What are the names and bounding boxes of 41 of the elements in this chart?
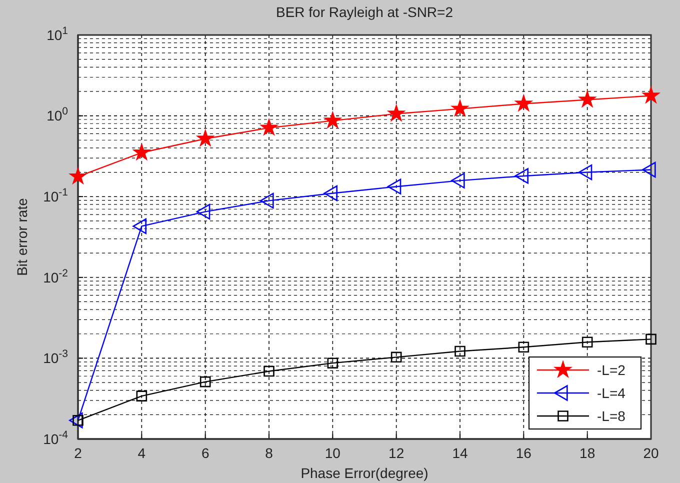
point — [642, 87, 660, 103]
chart-title: BER for Rayleigh at -SNR=2 — [276, 4, 454, 20]
point — [579, 91, 596, 107]
x-tick-label: 4 — [138, 444, 146, 461]
point — [646, 334, 656, 345]
y-tick-label: 10$^{1}$ — [46, 24, 68, 43]
y-tick-label: 10$^{-1}$ — [43, 186, 68, 204]
legend-label: -L=2 — [597, 362, 626, 378]
point — [454, 346, 466, 357]
x-tick-label: 16 — [516, 444, 532, 461]
y-tick-label: 10$^{-2}$ — [43, 267, 68, 286]
point — [134, 144, 150, 160]
x-tick-label: 6 — [201, 444, 210, 461]
point — [452, 100, 468, 116]
y-tick-label: 10$^{-3}$ — [43, 348, 68, 366]
point — [516, 95, 532, 111]
point — [264, 366, 274, 377]
x-tick-label: 18 — [580, 444, 596, 461]
point — [200, 376, 211, 388]
point — [390, 352, 402, 363]
point — [327, 358, 338, 368]
x-tick-label: 20 — [643, 444, 659, 461]
point — [260, 119, 278, 135]
point — [70, 168, 86, 184]
x-tick-label: 8 — [265, 444, 274, 461]
y-tick-label: 10$^{0}$ — [46, 106, 68, 124]
point — [324, 112, 341, 128]
point — [197, 130, 214, 146]
x-tick-label: 2 — [74, 444, 82, 461]
point — [136, 390, 148, 402]
legend-label: -L=8 — [597, 408, 626, 424]
x-axis-title: Phase Error(degree) — [300, 465, 428, 481]
y-tick-label: 10$^{-4}$ — [43, 428, 68, 447]
point — [518, 342, 530, 353]
legend-label: -L=4 — [597, 384, 626, 401]
x-tick-label: 12 — [388, 444, 404, 461]
x-tick-label: 10 — [324, 444, 341, 461]
y-axis-title: Bit error rate — [14, 198, 30, 276]
point — [388, 105, 404, 121]
point — [582, 336, 593, 348]
x-tick-label: 14 — [452, 444, 468, 461]
